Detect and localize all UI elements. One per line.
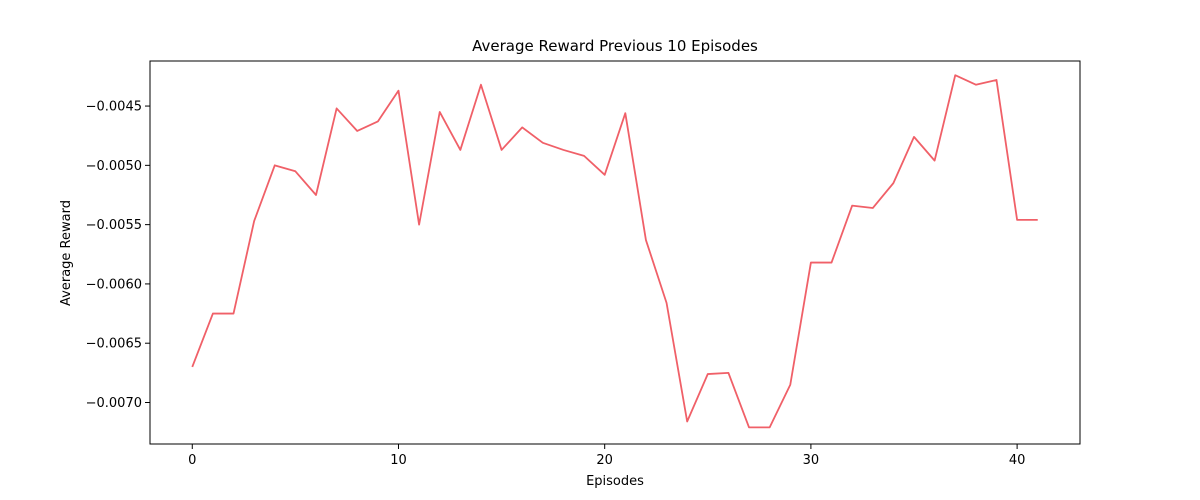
y-axis-ticks: −0.0070 −0.0065 −0.0060 −0.0055 −0.0050 −0.00…	[86, 100, 150, 411]
y-tick-label: −0.0050	[86, 159, 142, 174]
y-tick-label: −0.0060	[86, 277, 142, 292]
y-tick-label: −0.0055	[86, 218, 142, 233]
x-tick-label: 30	[803, 453, 820, 468]
y-tick-label: −0.0045	[86, 100, 142, 115]
series-line-0	[191, 74, 1038, 429]
x-tick-label: 40	[1009, 453, 1026, 468]
plot-area	[149, 60, 1081, 445]
x-tick-label: 0	[188, 453, 196, 468]
x-axis-title: Episodes	[586, 474, 644, 489]
x-axis-ticks: 0 10 20 30 40	[188, 444, 1025, 468]
y-axis-title: Average Reward	[59, 200, 74, 306]
x-tick-label: 10	[390, 453, 407, 468]
series-layer	[191, 74, 1038, 429]
plot-frame	[149, 60, 1081, 445]
chart-title: Average Reward Previous 10 Episodes	[472, 37, 758, 55]
y-tick-label: −0.0070	[86, 396, 142, 411]
y-tick-label: −0.0065	[86, 337, 142, 352]
x-tick-label: 20	[596, 453, 613, 468]
